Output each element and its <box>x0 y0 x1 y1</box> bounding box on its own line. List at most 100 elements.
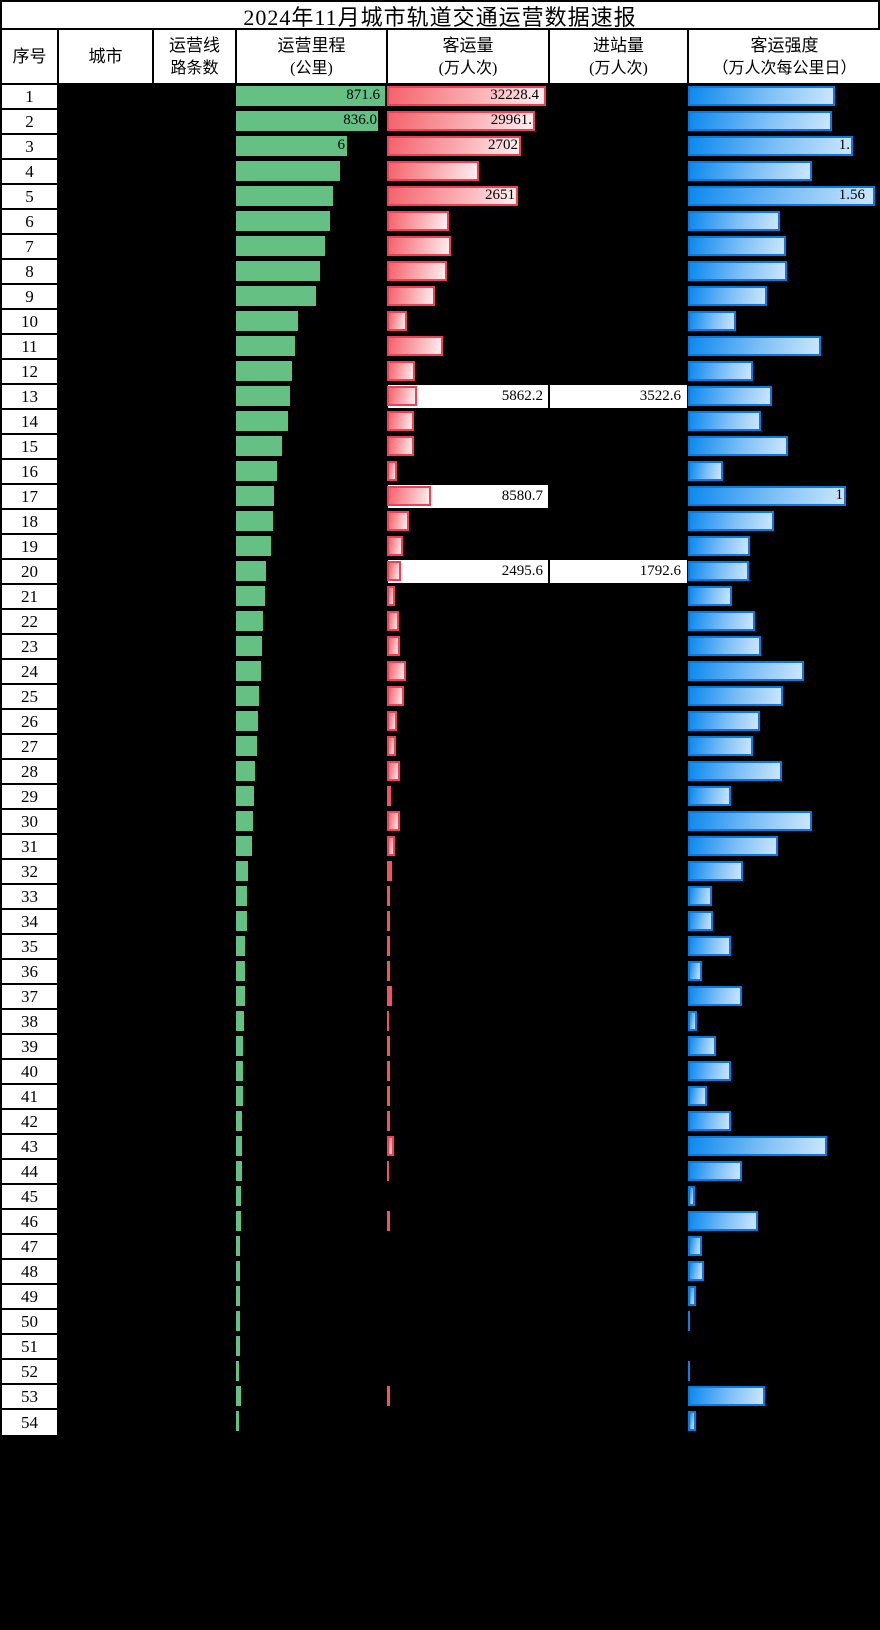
header-intensity: 客运强度 （万人次每公里日） <box>687 28 880 85</box>
intensity-bar <box>688 985 742 1006</box>
serial-cell: 33 <box>2 885 57 910</box>
pax-bar-value: 2702 <box>488 136 518 153</box>
pax-bar: 2702 <box>387 135 521 156</box>
pax-value-cell: 2495.6 <box>386 558 550 585</box>
mileage-bar <box>236 385 290 406</box>
pax-bar <box>387 760 400 781</box>
serial-cell: 50 <box>2 1310 57 1335</box>
intensity-bar <box>688 1260 704 1281</box>
intensity-bar <box>688 1035 716 1056</box>
mileage-bar <box>236 1385 241 1406</box>
mileage-bar <box>236 1110 242 1131</box>
serial-cell: 43 <box>2 1135 57 1160</box>
serial-cell: 3 <box>2 135 57 160</box>
intensity-bar: 1 <box>688 485 846 506</box>
header-lines: 运营线 路条数 <box>152 28 237 85</box>
intensity-bar <box>688 660 804 681</box>
mileage-bar <box>236 660 261 681</box>
serial-cell: 13 <box>2 385 57 410</box>
serial-cell: 41 <box>2 1085 57 1110</box>
header-lines-label: 路条数 <box>170 59 219 77</box>
serial-cell: 26 <box>2 710 57 735</box>
serial-cell: 7 <box>2 235 57 260</box>
mileage-bar <box>236 185 333 206</box>
mileage-bar: 871.6 <box>236 85 385 106</box>
serial-cell: 46 <box>2 1210 57 1235</box>
pax-bar <box>387 310 407 331</box>
pax-bar <box>387 460 397 481</box>
intensity-bar <box>688 360 753 381</box>
intensity-bar <box>688 910 713 931</box>
pax-value: 2495.6 <box>501 562 543 579</box>
intensity-bar <box>688 735 753 756</box>
serial-cell: 54 <box>2 1410 57 1435</box>
header-entry-label: (万人次) <box>589 59 648 77</box>
intensity-value: 1 <box>835 486 844 503</box>
serial-cell: 1 <box>2 85 57 110</box>
pax-bar <box>387 735 396 756</box>
header-intensity-label: 客运强度 <box>750 35 819 55</box>
serial-cell: 31 <box>2 835 57 860</box>
pax-bar <box>387 685 404 706</box>
serial-cell: 49 <box>2 1285 57 1310</box>
pax-bar <box>387 1110 390 1131</box>
intensity-bar <box>688 535 750 556</box>
intensity-bar <box>688 635 761 656</box>
mileage-bar <box>236 285 316 306</box>
mileage-bar <box>236 785 254 806</box>
intensity-bar <box>688 1185 695 1206</box>
pax-bar: 32228.4 <box>387 85 546 106</box>
mileage-bar <box>236 260 320 281</box>
serial-cell: 2 <box>2 110 57 135</box>
intensity-bar <box>688 1110 731 1131</box>
serial-cell: 12 <box>2 360 57 385</box>
serial-cell: 51 <box>2 1335 57 1360</box>
intensity-bar <box>688 885 712 906</box>
mileage-bar <box>236 1335 240 1356</box>
mileage-bar <box>236 435 282 456</box>
intensity-bar <box>688 410 761 431</box>
pax-bar <box>387 585 395 606</box>
serial-cell: 39 <box>2 1035 57 1060</box>
mileage-bar <box>236 610 263 631</box>
serial-cell: 19 <box>2 535 57 560</box>
mileage-bar <box>236 1260 240 1281</box>
pax-bar <box>387 960 390 981</box>
serial-cell: 38 <box>2 1010 57 1035</box>
serial-cell: 10 <box>2 310 57 335</box>
pax-bar <box>387 260 447 281</box>
entry-value-cell: 3522.6 <box>548 383 689 410</box>
mileage-bar <box>236 685 259 706</box>
serial-cell: 35 <box>2 935 57 960</box>
mileage-bar <box>236 360 292 381</box>
serial-cell: 36 <box>2 960 57 985</box>
intensity-bar <box>688 335 821 356</box>
pax-bar <box>387 160 479 181</box>
intensity-bar <box>688 210 780 231</box>
serial-column: 1 2 3 4 5 6 7 8 9 10 11 12 13 14 15 16 17 18 19 20 21 22 23 24 2… <box>0 83 59 1437</box>
serial-cell: 52 <box>2 1360 57 1385</box>
page-title: 2024年11月城市轨道交通运营数据速报 <box>0 0 880 31</box>
mileage-bar <box>236 835 252 856</box>
intensity-bar <box>688 260 787 281</box>
mileage-bar <box>236 910 247 931</box>
mileage-bar <box>236 935 245 956</box>
header-entry-label: 进站量 <box>593 35 644 55</box>
mileage-bar <box>236 160 340 181</box>
mileage-bar <box>236 810 253 831</box>
pax-bar <box>387 785 391 806</box>
mileage-bar <box>236 710 258 731</box>
mileage-bar <box>236 885 247 906</box>
pax-bar <box>387 1160 389 1181</box>
pax-bar <box>387 1135 394 1156</box>
serial-cell: 42 <box>2 1110 57 1135</box>
mileage-bar <box>236 1360 239 1381</box>
serial-cell: 18 <box>2 510 57 535</box>
header-intensity-label: （万人次每公里日） <box>712 59 857 77</box>
pax-bar <box>387 1035 390 1056</box>
mileage-bar <box>236 985 245 1006</box>
intensity-value: 1.56 <box>838 186 865 203</box>
mileage-value: 871.6 <box>346 86 380 103</box>
serial-cell: 11 <box>2 335 57 360</box>
